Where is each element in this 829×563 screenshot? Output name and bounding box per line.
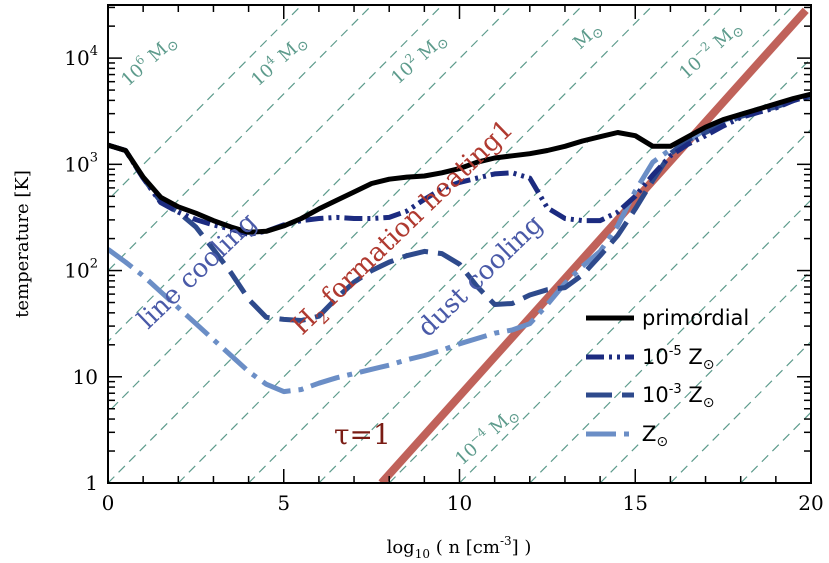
solar-symbol-icon: ⊙ bbox=[703, 357, 715, 373]
mass-line-7 bbox=[318, 5, 795, 483]
mass-line-11 bbox=[599, 269, 811, 483]
mass-line-14 bbox=[810, 482, 811, 483]
axis-tick-labels: 0 5 10 15 20 1 10 102 103 104 bbox=[64, 44, 823, 515]
mass-line-12 bbox=[669, 340, 811, 483]
mass-line-3 bbox=[108, 5, 514, 414]
series-line-1 bbox=[108, 92, 811, 237]
mass-line-6 bbox=[248, 5, 725, 483]
y-tick-label-3: 103 bbox=[64, 150, 98, 176]
mass-line-4 bbox=[108, 5, 584, 483]
mass-line-1 bbox=[108, 5, 373, 272]
series-layer bbox=[108, 91, 811, 395]
tau-one-line bbox=[378, 7, 809, 483]
legend-label-1e-3: 10-3 Z⊙ bbox=[642, 382, 715, 411]
series-line-3 bbox=[108, 91, 811, 395]
mass-label-1e-2: 10−2 M⊙ bbox=[673, 15, 748, 86]
legend: primordial 10-5 Z⊙ 10-3 Z⊙ Z⊙ bbox=[586, 306, 749, 450]
legend-label-primordial: primordial bbox=[642, 306, 749, 330]
annotation-h2-formation-heating: H2 formation heating1 bbox=[286, 114, 523, 344]
jeans-mass-lines bbox=[108, 5, 811, 483]
y-tick-label-4: 104 bbox=[64, 44, 98, 70]
x-tick-label-4: 20 bbox=[798, 491, 823, 515]
mass-line-2 bbox=[108, 5, 443, 343]
mass-line-10 bbox=[529, 199, 811, 483]
tau-one-line-layer bbox=[378, 7, 809, 483]
legend-label-1e-5: 10-5 Z⊙ bbox=[642, 344, 715, 373]
mass-line-5 bbox=[177, 5, 654, 483]
mass-label-1e-4: 10−4 M⊙ bbox=[449, 401, 524, 472]
axis-ticks bbox=[107, 5, 812, 484]
series-line-0 bbox=[108, 91, 811, 235]
x-tick-label-0: 0 bbox=[102, 491, 115, 515]
mass-label-1e6: 106 M⊙ bbox=[115, 28, 182, 93]
series-line-2 bbox=[108, 93, 811, 323]
y-axis-title: temperature [K] bbox=[12, 170, 33, 318]
mass-line-9 bbox=[459, 128, 811, 483]
solar-symbol-icon: ⊙ bbox=[656, 434, 668, 450]
x-tick-label-3: 15 bbox=[623, 491, 648, 515]
x-tick-label-2: 10 bbox=[447, 491, 472, 515]
legend-label-zsun: Z⊙ bbox=[642, 422, 668, 450]
solar-symbol-icon: ⊙ bbox=[703, 395, 715, 411]
x-axis-title: log10 ( n [cm-3] ) bbox=[387, 534, 532, 561]
y-tick-label-0: 1 bbox=[85, 471, 98, 495]
mass-line-13 bbox=[740, 411, 811, 483]
mass-label-1: M⊙ bbox=[569, 18, 607, 56]
x-tick-label-1: 5 bbox=[277, 491, 290, 515]
mass-label-1e4: 104 M⊙ bbox=[245, 28, 312, 93]
mass-line-8 bbox=[388, 57, 811, 483]
annotation-tau-one: τ=1 bbox=[334, 418, 391, 451]
mass-line-0 bbox=[108, 5, 303, 201]
y-tick-label-2: 102 bbox=[64, 257, 98, 283]
y-tick-label-1: 10 bbox=[73, 365, 98, 389]
mass-label-1e2: 102 M⊙ bbox=[385, 26, 452, 91]
